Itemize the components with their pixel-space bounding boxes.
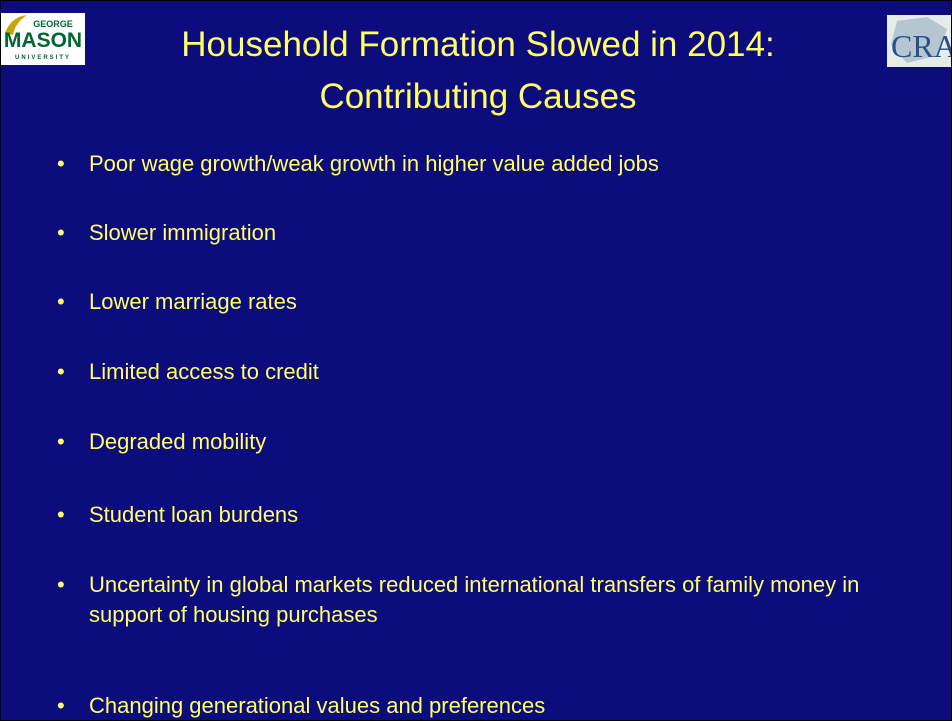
bullet-text: Lower marriage rates	[89, 289, 297, 314]
bullet-text: Changing generational values and prefere…	[89, 693, 546, 718]
bullet-dot: •	[57, 429, 65, 454]
mason-logo: GEORGE MASON UNIVERSITY	[1, 13, 85, 65]
logo-top: GEORGE	[33, 19, 73, 29]
bullet-dot: •	[57, 289, 65, 314]
bullet-dot: •	[57, 359, 65, 384]
bullet-dot: •	[57, 220, 65, 245]
logo-map	[891, 17, 947, 63]
bullet-text: Uncertainty in global markets reduced in…	[89, 572, 860, 627]
logo-text: CRA	[891, 28, 951, 64]
title-line: Household Formation Slowed in 2014:	[181, 25, 775, 64]
bullet-dot: •	[57, 572, 65, 597]
bullet-text: Student loan burdens	[89, 502, 299, 527]
bullet-text: Limited access to credit	[89, 359, 319, 384]
cra-logo: CRA	[887, 15, 951, 67]
logo-main: MASON	[4, 29, 82, 52]
bullet-text: Degraded mobility	[89, 429, 267, 454]
logo-bottom: UNIVERSITY	[15, 55, 71, 61]
bullet-dot: •	[57, 693, 65, 718]
cra-logo-art: CRA	[891, 17, 951, 64]
mason-logo-art: GEORGE MASON UNIVERSITY	[4, 15, 82, 61]
bullet-text: Poor wage growth/weak growth in higher v…	[89, 151, 659, 176]
bullet-text: Slower immigration	[89, 220, 277, 245]
logo-leaf	[5, 15, 27, 35]
bullet-dot: •	[57, 502, 65, 527]
title-line: Contributing Causes	[319, 77, 637, 116]
bullet-dot: •	[57, 151, 65, 176]
